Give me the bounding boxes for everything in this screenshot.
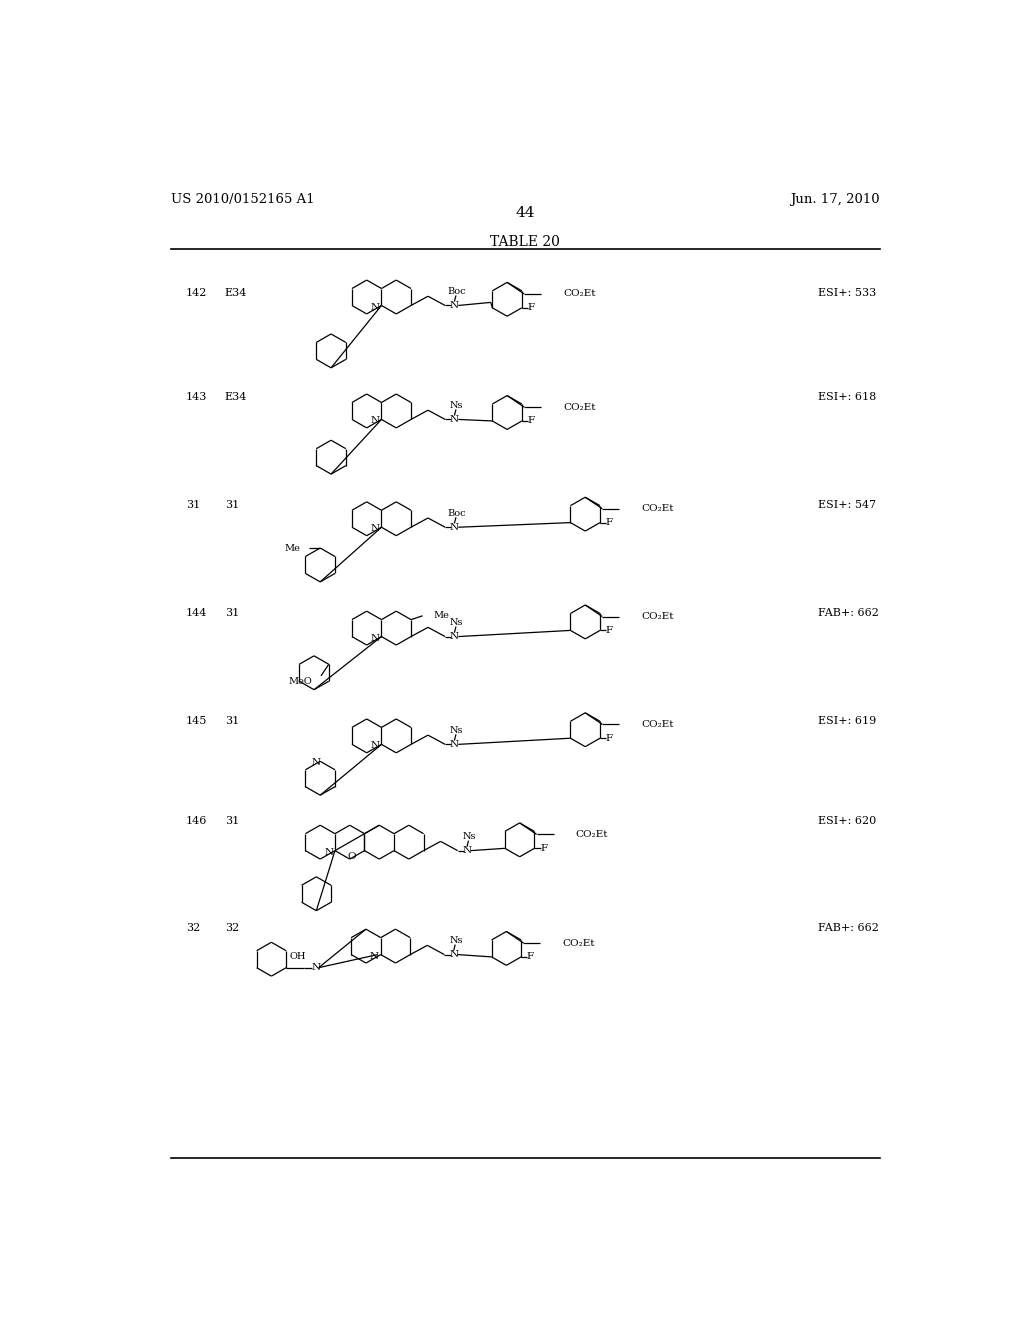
- Text: 142: 142: [186, 288, 208, 298]
- Text: CO₂Et: CO₂Et: [563, 289, 595, 298]
- Text: 31: 31: [225, 816, 240, 825]
- Text: CO₂Et: CO₂Et: [641, 504, 674, 513]
- Text: CO₂Et: CO₂Et: [562, 939, 595, 948]
- Text: Me: Me: [433, 611, 450, 620]
- Text: Ns: Ns: [450, 618, 464, 627]
- Text: 32: 32: [225, 924, 240, 933]
- Text: F: F: [527, 417, 535, 425]
- Text: F: F: [527, 953, 534, 961]
- Text: N: N: [450, 414, 459, 424]
- Text: ESI+: 533: ESI+: 533: [818, 288, 876, 298]
- Text: N: N: [450, 950, 458, 960]
- Text: FAB+: 662: FAB+: 662: [818, 924, 879, 933]
- Text: N: N: [371, 417, 380, 425]
- Text: US 2010/0152165 A1: US 2010/0152165 A1: [171, 193, 314, 206]
- Text: O: O: [348, 853, 356, 861]
- Text: N: N: [450, 741, 459, 748]
- Text: E34: E34: [225, 392, 247, 403]
- Text: CO₂Et: CO₂Et: [641, 612, 674, 620]
- Text: ESI+: 547: ESI+: 547: [818, 500, 876, 510]
- Text: ESI+: 620: ESI+: 620: [818, 816, 876, 825]
- Text: N: N: [371, 302, 380, 312]
- Text: Me: Me: [285, 544, 301, 553]
- Text: F: F: [606, 626, 613, 635]
- Text: F: F: [541, 843, 547, 853]
- Text: Ns: Ns: [450, 401, 464, 411]
- Text: 143: 143: [186, 392, 208, 403]
- Text: FAB+: 662: FAB+: 662: [818, 607, 879, 618]
- Text: N: N: [450, 632, 459, 642]
- Text: F: F: [606, 519, 613, 527]
- Text: N: N: [370, 952, 379, 961]
- Text: E34: E34: [225, 288, 247, 298]
- Text: F: F: [527, 304, 535, 313]
- Text: Boc: Boc: [447, 510, 466, 517]
- Text: CO₂Et: CO₂Et: [575, 830, 608, 840]
- Text: 144: 144: [186, 607, 208, 618]
- Text: F: F: [606, 734, 613, 743]
- Text: N: N: [450, 301, 459, 310]
- Text: ESI+: 618: ESI+: 618: [818, 392, 876, 403]
- Text: 31: 31: [225, 607, 240, 618]
- Text: Ns: Ns: [463, 833, 476, 841]
- Text: N: N: [371, 742, 380, 750]
- Text: 32: 32: [186, 924, 201, 933]
- Text: ESI+: 619: ESI+: 619: [818, 715, 876, 726]
- Text: 31: 31: [225, 715, 240, 726]
- Text: 146: 146: [186, 816, 208, 825]
- Text: 145: 145: [186, 715, 208, 726]
- Text: Ns: Ns: [450, 936, 463, 945]
- Text: CO₂Et: CO₂Et: [641, 719, 674, 729]
- Text: TABLE 20: TABLE 20: [489, 235, 560, 249]
- Text: N: N: [311, 759, 321, 767]
- Text: N: N: [371, 524, 380, 533]
- Text: N: N: [311, 964, 321, 972]
- Text: CO₂Et: CO₂Et: [563, 403, 595, 412]
- Text: 31: 31: [186, 500, 201, 510]
- Text: N: N: [371, 634, 380, 643]
- Text: Boc: Boc: [447, 288, 466, 296]
- Text: 44: 44: [515, 206, 535, 220]
- Text: 31: 31: [225, 500, 240, 510]
- Text: N: N: [463, 846, 471, 855]
- Text: N: N: [450, 523, 459, 532]
- Text: MeO: MeO: [288, 677, 311, 685]
- Text: Jun. 17, 2010: Jun. 17, 2010: [791, 193, 880, 206]
- Text: N: N: [325, 847, 334, 857]
- Text: OH: OH: [290, 952, 306, 961]
- Text: Ns: Ns: [450, 726, 464, 735]
